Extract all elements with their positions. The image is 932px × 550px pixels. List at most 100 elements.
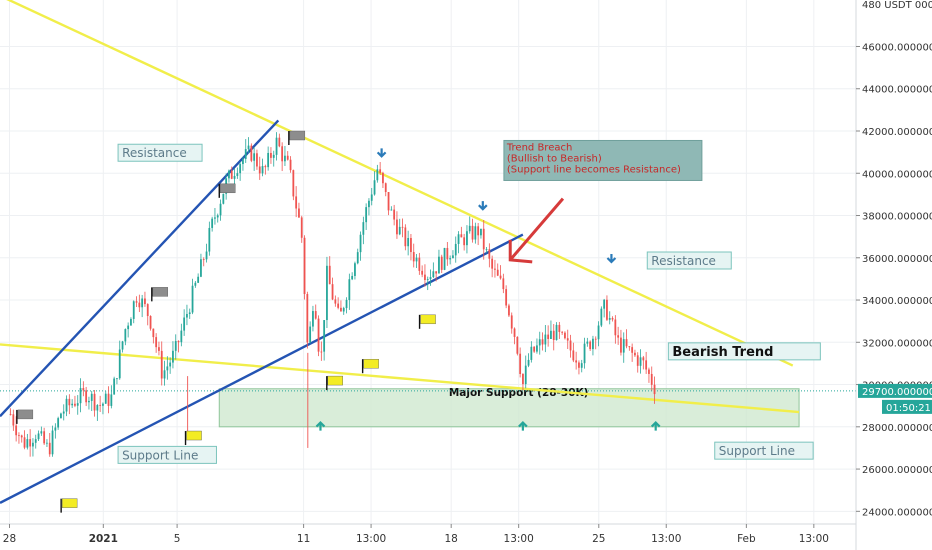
candle-body: [57, 418, 60, 428]
candle-body: [533, 346, 536, 352]
candle-body: [250, 145, 253, 161]
flag-cloth: [327, 375, 343, 386]
candle-body: [102, 403, 104, 406]
candle-body: [177, 341, 180, 343]
candle-body: [558, 324, 561, 332]
annotation-label: Support Line: [122, 448, 198, 462]
candle-body: [566, 338, 569, 341]
price-tick-label: 36000.000000: [862, 254, 932, 265]
candle-body: [636, 355, 639, 366]
candle-body: [82, 388, 85, 391]
down-arrow-icon: [478, 201, 488, 211]
candle-body: [312, 311, 314, 327]
candle-body: [197, 276, 200, 283]
candle-body: [292, 170, 295, 197]
candle-body: [594, 338, 597, 340]
candle-body: [289, 159, 292, 171]
candle-body: [454, 243, 457, 256]
time-tick-label: Feb: [737, 533, 756, 545]
candle-body: [230, 170, 233, 179]
candle-body: [124, 329, 127, 342]
candle-body: [407, 238, 410, 247]
price-tick-label: 26000.000000: [862, 465, 932, 476]
candle-body: [592, 338, 594, 350]
breach-arrow-head-icon: [508, 239, 533, 264]
candle-body: [424, 274, 426, 281]
candle-body: [471, 225, 474, 240]
candle-body: [127, 325, 130, 330]
candle-body: [544, 334, 547, 345]
candle-body: [466, 231, 468, 246]
candle-body: [211, 218, 214, 228]
candle-body: [572, 350, 575, 361]
candle-body: [169, 362, 172, 367]
candle-body: [93, 393, 96, 411]
candle-body: [564, 332, 566, 339]
down-arrow-icon: [606, 254, 617, 264]
candle-body: [480, 228, 482, 236]
candle-body: [580, 363, 583, 368]
candle-body: [37, 433, 40, 440]
candle-body: [438, 256, 440, 274]
candle-body: [583, 343, 586, 364]
trend-breach-note-line: (Bullish to Bearish): [507, 153, 602, 164]
markers: [16, 130, 661, 513]
resistance-line-upper: [6, 0, 794, 367]
candle-body: [488, 249, 491, 259]
up-arrow-icon: [315, 421, 326, 431]
candle-body: [135, 301, 138, 303]
candle-body: [141, 298, 144, 308]
candle-body: [214, 217, 216, 219]
time-tick-label: 5: [174, 533, 181, 545]
candle-body: [446, 247, 449, 260]
flag-cloth: [220, 183, 236, 194]
candle-body: [155, 337, 158, 348]
flag-icon: [151, 287, 169, 302]
candle-body: [149, 316, 152, 329]
candle-body: [390, 209, 393, 211]
candle-body: [216, 215, 219, 218]
rising-wedge-lower: [0, 233, 524, 504]
candle-body: [158, 347, 160, 351]
candle-body: [208, 227, 211, 252]
annotations: Resistance Support Line Resistance Bearish …: [117, 139, 821, 464]
candle-body: [202, 259, 205, 261]
candle-body: [40, 431, 43, 434]
candle-body: [194, 282, 197, 286]
flag-icon: [16, 409, 34, 424]
candle-body: [334, 299, 337, 304]
support-line-lower: [0, 343, 800, 414]
candle-body: [99, 405, 102, 406]
candle-body: [516, 336, 519, 354]
up-arrow-icon: [518, 421, 528, 431]
candle-body: [186, 314, 188, 318]
candle-body: [116, 378, 118, 380]
down-arrow-stroke: [606, 254, 617, 264]
flag-cloth: [17, 409, 34, 420]
candle-body: [107, 393, 110, 406]
candle-body: [608, 318, 611, 320]
candle-body: [508, 305, 510, 316]
candle-body: [429, 277, 432, 280]
candle-body: [440, 256, 443, 270]
candle-body: [244, 149, 247, 159]
candle-body: [300, 217, 303, 238]
candle-body: [233, 175, 236, 179]
candle-body: [278, 137, 281, 147]
price-tick-label: 32000.000000: [862, 338, 932, 349]
candle-body: [561, 331, 564, 333]
candle-body: [550, 330, 552, 340]
candle-body: [317, 318, 320, 352]
countdown-label: 01:50:21: [886, 403, 931, 414]
candle-body: [303, 237, 306, 295]
candle-body: [62, 411, 65, 414]
candle-body: [48, 442, 51, 455]
candle-body: [365, 207, 368, 223]
candle-body: [449, 258, 452, 260]
candle-body: [172, 350, 174, 363]
price-tick-label: 44000.000000: [862, 85, 932, 96]
candle-body: [26, 439, 29, 448]
candle-body: [356, 252, 359, 264]
candle-body: [12, 414, 15, 426]
candle-body: [331, 284, 334, 300]
